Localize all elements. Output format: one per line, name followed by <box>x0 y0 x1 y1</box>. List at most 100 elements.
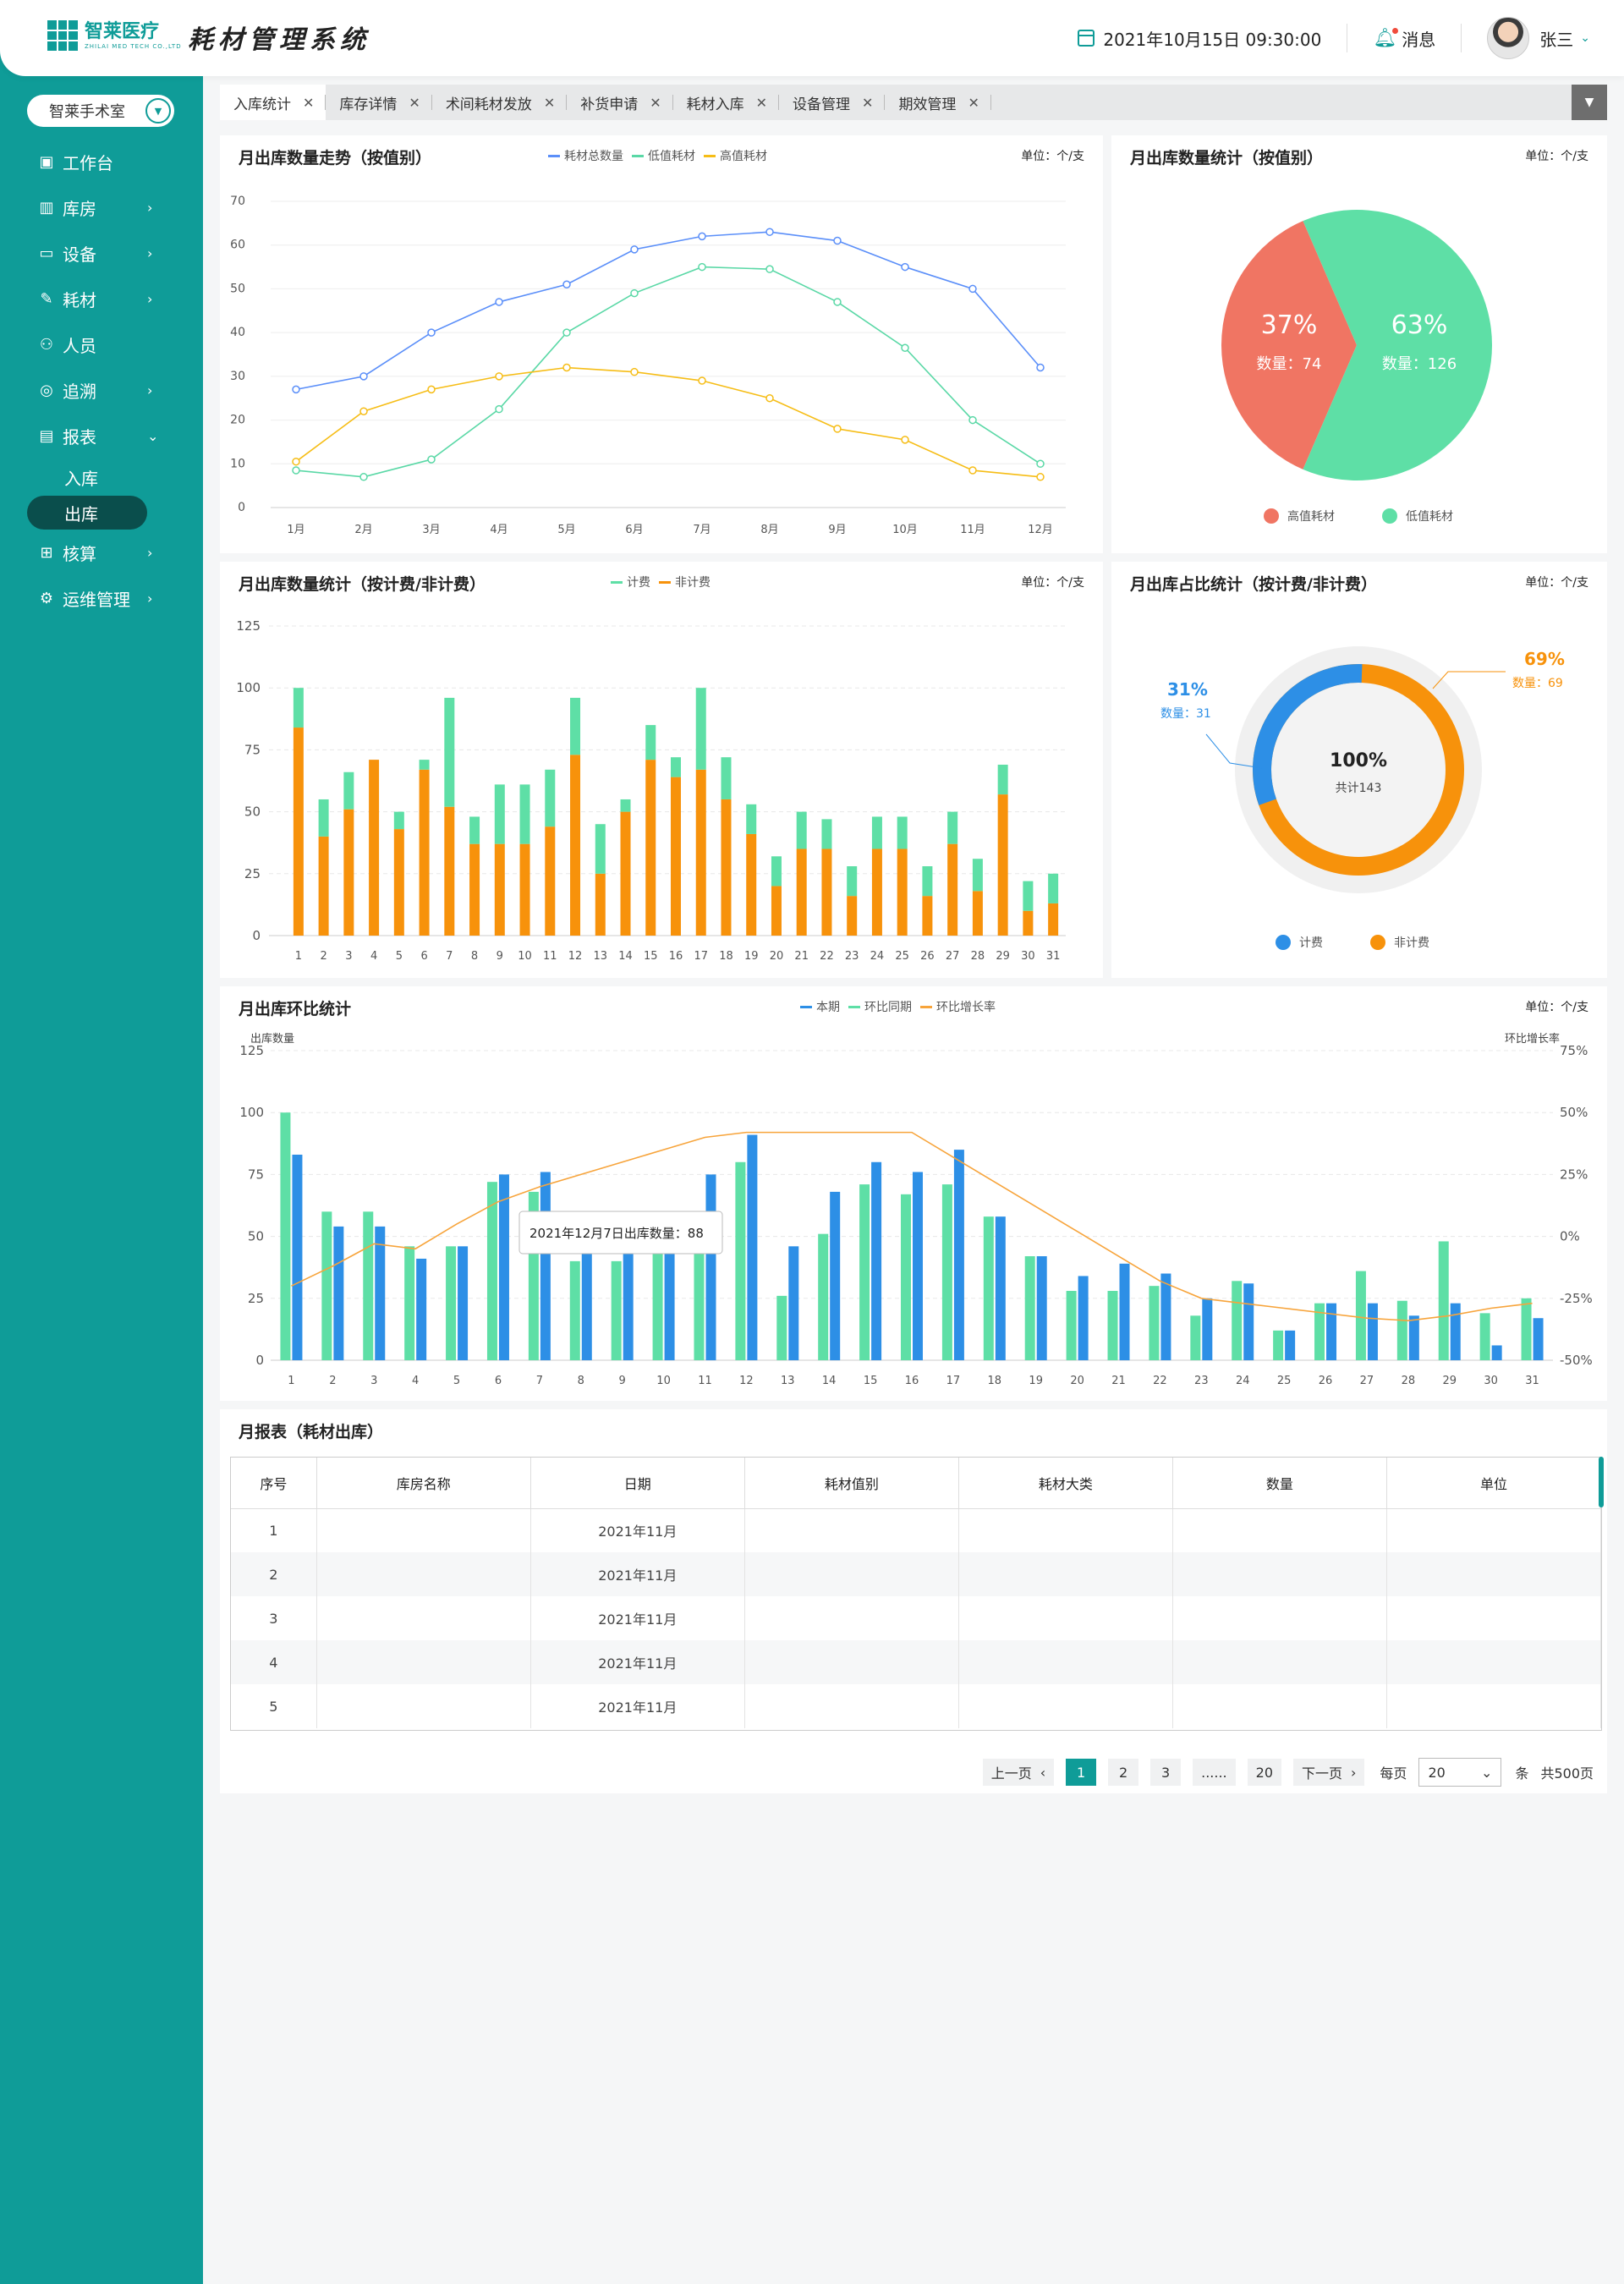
tab-item[interactable]: 补货申请 ✕ <box>567 85 674 120</box>
bar-billed <box>293 688 304 728</box>
legend-swatch <box>1382 508 1397 524</box>
tab-item[interactable]: 术间耗材发放 ✕ <box>432 85 568 120</box>
bar-previous <box>776 1295 787 1360</box>
sidebar-item-monitor[interactable]: ▣ 工作台 <box>0 139 203 184</box>
logo-english: ZHILAI MED TECH CO.,LTD <box>85 43 182 50</box>
x-tick-label: 15 <box>644 950 658 963</box>
tab-item[interactable]: 期效管理 ✕ <box>885 85 992 120</box>
x-tick-label: 14 <box>618 950 633 963</box>
page-number-button[interactable]: 2 <box>1108 1759 1139 1786</box>
chart-tooltip: 2021年12月7日出库数量：88 <box>518 1211 723 1255</box>
bar-current <box>1533 1318 1544 1360</box>
close-icon[interactable]: ✕ <box>650 94 661 111</box>
table-header[interactable]: 耗材大类 <box>958 1458 1173 1509</box>
tab-item[interactable]: 设备管理 ✕ <box>779 85 886 120</box>
tab-item[interactable]: 耗材入库 ✕ <box>673 85 780 120</box>
page-number-button[interactable]: 3 <box>1150 1759 1182 1786</box>
sidebar-item-warehouse[interactable]: ▥ 库房 › <box>0 184 203 230</box>
next-page-button[interactable]: 下一页 › <box>1293 1759 1365 1786</box>
close-icon[interactable]: ✕ <box>543 94 556 111</box>
bar-billed <box>494 784 505 844</box>
billing-donut-chart: 100% 共计143 31% 数量：31 69% 数量：69 <box>1160 646 1565 893</box>
bar-previous <box>1107 1291 1118 1360</box>
page-number-button[interactable]: ...... <box>1193 1759 1236 1786</box>
sidebar-item-bar-report[interactable]: ▤ 报表 ⌄ <box>0 413 203 458</box>
y2-tick-label: 0% <box>1560 1229 1580 1244</box>
bar-current <box>1202 1298 1213 1360</box>
org-selector[interactable]: 智莱手术室 ▼ <box>27 95 174 127</box>
x-tick-label: 24 <box>1236 1375 1250 1387</box>
donut-center-percent: 100% <box>1330 750 1387 771</box>
table-header[interactable]: 耗材值别 <box>744 1458 959 1509</box>
x-tick-label: 6 <box>420 950 427 963</box>
table-row[interactable]: 2 2021年11月 <box>231 1552 1602 1596</box>
close-icon[interactable]: ✕ <box>755 94 768 111</box>
chevron-icon: › <box>147 199 153 216</box>
close-icon[interactable]: ✕ <box>968 94 979 111</box>
y2-tick-label: 50% <box>1560 1105 1588 1120</box>
chart-legend: 高值耗材 低值耗材 <box>1264 508 1501 524</box>
per-page-select[interactable]: 20 ⌄ <box>1418 1758 1502 1787</box>
bar-current <box>416 1258 427 1360</box>
bell-icon[interactable]: 🔔︎ <box>1373 27 1399 49</box>
sidebar-item-person[interactable]: ⚇ 人员 <box>0 321 203 367</box>
tab-item[interactable]: 库存详情 ✕ <box>326 85 433 120</box>
close-icon[interactable]: ✕ <box>303 94 315 111</box>
table-scrollbar[interactable] <box>1599 1457 1604 1507</box>
legend-swatch <box>800 1005 812 1008</box>
sidebar-item-device[interactable]: ▭ 设备 › <box>0 230 203 276</box>
sidebar-item-ops[interactable]: ⚙ 运维管理 › <box>0 575 203 621</box>
table-header[interactable]: 数量 <box>1172 1458 1387 1509</box>
table-row[interactable]: 5 2021年11月 <box>231 1684 1602 1728</box>
sidebar-item-trace[interactable]: ◎ 追溯 › <box>0 367 203 413</box>
tab-dropdown-icon[interactable]: ▼ <box>1572 85 1607 120</box>
table-row[interactable]: 3 2021年11月 <box>231 1596 1602 1640</box>
chevron-icon: › <box>147 590 153 607</box>
avatar[interactable] <box>1487 17 1530 59</box>
user-name[interactable]: 张三 <box>1539 29 1574 50</box>
sidebar-item-accounting[interactable]: ⊞ 核算 › <box>0 530 203 575</box>
table-header[interactable]: 库房名称 <box>316 1458 531 1509</box>
data-point <box>698 262 706 272</box>
y-tick-label: 100 <box>239 1105 264 1120</box>
x-tick-label: 30 <box>1484 1375 1498 1387</box>
bar-current <box>458 1246 469 1360</box>
sidebar-subitem[interactable]: 入库 <box>64 468 98 489</box>
bar-billed <box>721 757 732 799</box>
page-number-button[interactable]: 20 <box>1247 1759 1281 1786</box>
chevron-icon: › <box>147 244 153 261</box>
bar-nonbilled <box>1048 903 1059 936</box>
tab-item[interactable]: 入库统计 ✕ <box>220 85 326 120</box>
table-row[interactable]: 1 2021年11月 <box>231 1508 1602 1552</box>
legend-label: 非计费 <box>675 576 710 590</box>
pie-slice-low <box>1303 210 1492 480</box>
x-tick-label: 29 <box>1442 1375 1457 1387</box>
unit-label: 单位：个/支 <box>1525 150 1588 163</box>
close-icon[interactable]: ✕ <box>862 94 874 111</box>
close-icon[interactable]: ✕ <box>409 94 420 111</box>
table-row[interactable]: 4 2021年11月 <box>231 1640 1602 1684</box>
report-title: 月报表（耗材出库） <box>239 1423 384 1441</box>
dropdown-arrow-icon[interactable]: ▼ <box>145 98 171 124</box>
bar-previous <box>1355 1271 1366 1360</box>
sidebar-item-consumable[interactable]: ✎ 耗材 › <box>0 276 203 321</box>
bar-previous <box>901 1194 911 1360</box>
prev-page-button[interactable]: 上一页 ‹ <box>982 1759 1055 1786</box>
y-tick-label: 25 <box>244 866 261 881</box>
bar-nonbilled <box>847 896 858 936</box>
table-header[interactable]: 序号 <box>231 1458 317 1509</box>
x-tick-label: 11 <box>698 1375 712 1387</box>
tab-label: 耗材入库 <box>686 96 744 113</box>
page-number-button[interactable]: 1 <box>1066 1759 1097 1786</box>
messages-link[interactable]: 消息 <box>1402 29 1436 50</box>
table-header[interactable]: 单位 <box>1386 1458 1602 1509</box>
table-header[interactable]: 日期 <box>530 1458 745 1509</box>
chevron-down-icon[interactable]: ⌄ <box>1580 31 1590 45</box>
table-cell <box>958 1640 1173 1684</box>
next-label: 下一页 <box>1302 1765 1343 1782</box>
x-tick-label: 2月 <box>354 524 372 536</box>
x-tick-label: 10月 <box>892 524 918 536</box>
sidebar-subitem[interactable]: 出库 <box>27 496 147 530</box>
data-point <box>292 466 300 475</box>
x-tick-label: 19 <box>1029 1375 1043 1387</box>
